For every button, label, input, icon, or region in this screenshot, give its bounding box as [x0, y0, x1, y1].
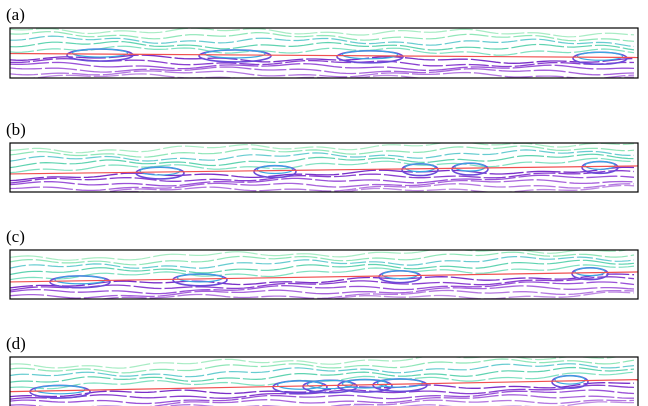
panel-label: (a): [6, 5, 25, 24]
contour-line: [10, 276, 635, 291]
contour-line: [10, 54, 635, 64]
contour-line: [10, 145, 635, 158]
interface-line: [10, 165, 638, 175]
interface-line: [10, 379, 638, 393]
contour-line: [10, 143, 635, 154]
contour-line: [10, 179, 635, 192]
interface-line: [10, 52, 638, 59]
contour-loop: [381, 270, 419, 280]
interface-line: [10, 271, 638, 283]
contour-line: [10, 174, 635, 187]
contour-line: [10, 357, 619, 369]
contour-line: [10, 170, 635, 184]
panel-label: (d): [6, 334, 26, 353]
contour-line: [10, 358, 635, 374]
contour-loop: [341, 50, 399, 60]
contour-line: [10, 153, 635, 169]
contour-line: [10, 259, 635, 276]
contour-line: [10, 250, 630, 261]
contour-line: [10, 28, 635, 38]
contour-line: [10, 70, 635, 78]
contour-line: [10, 255, 635, 269]
contour-line: [10, 157, 635, 174]
panel-frame: [9, 249, 639, 300]
panel-frame: [9, 142, 639, 193]
contour-loop: [574, 267, 606, 277]
contour-loop: [454, 162, 486, 172]
contour-line: [10, 40, 635, 51]
contour-line: [98, 289, 635, 299]
contour-line: [10, 273, 635, 289]
contour-plot: [10, 250, 638, 299]
contour-line: [10, 264, 635, 281]
panel-frame: [9, 27, 639, 79]
contour-line: [112, 291, 635, 299]
contour-loop: [404, 163, 436, 173]
panel-frame: [9, 356, 639, 406]
contour-line: [10, 45, 635, 56]
contour-loop: [176, 273, 224, 283]
contour-loop: [71, 48, 129, 58]
contour-loop: [204, 49, 266, 59]
contour-loop: [554, 375, 586, 385]
contour-plot: [10, 143, 638, 192]
contour-line: [10, 66, 635, 76]
contour-line: [10, 166, 635, 182]
contour-line: [10, 389, 635, 405]
contour-plot: [10, 28, 638, 78]
contour-line: [10, 366, 635, 383]
contour-line: [10, 363, 635, 378]
contour-loop: [139, 166, 181, 176]
contour-line: [10, 61, 635, 72]
contour-plot: [10, 357, 638, 406]
panel-label: (c): [6, 227, 25, 246]
panel-label: (b): [6, 120, 26, 139]
contour-loop: [256, 165, 294, 175]
contour-line: [10, 394, 634, 406]
contour-loop: [576, 51, 624, 61]
contour-line: [164, 399, 635, 406]
contour-loop: [584, 160, 616, 170]
contour-loop: [34, 384, 86, 395]
contour-line: [10, 35, 635, 48]
contour-line: [10, 281, 635, 295]
contour-line: [10, 149, 635, 162]
contour-line: [114, 184, 635, 192]
contour-loop: [54, 275, 106, 285]
contour-line: [10, 251, 635, 266]
contour-line: [39, 183, 635, 192]
contour-line: [10, 285, 635, 299]
contour-line: [10, 31, 635, 42]
contour-loop: [376, 378, 424, 388]
